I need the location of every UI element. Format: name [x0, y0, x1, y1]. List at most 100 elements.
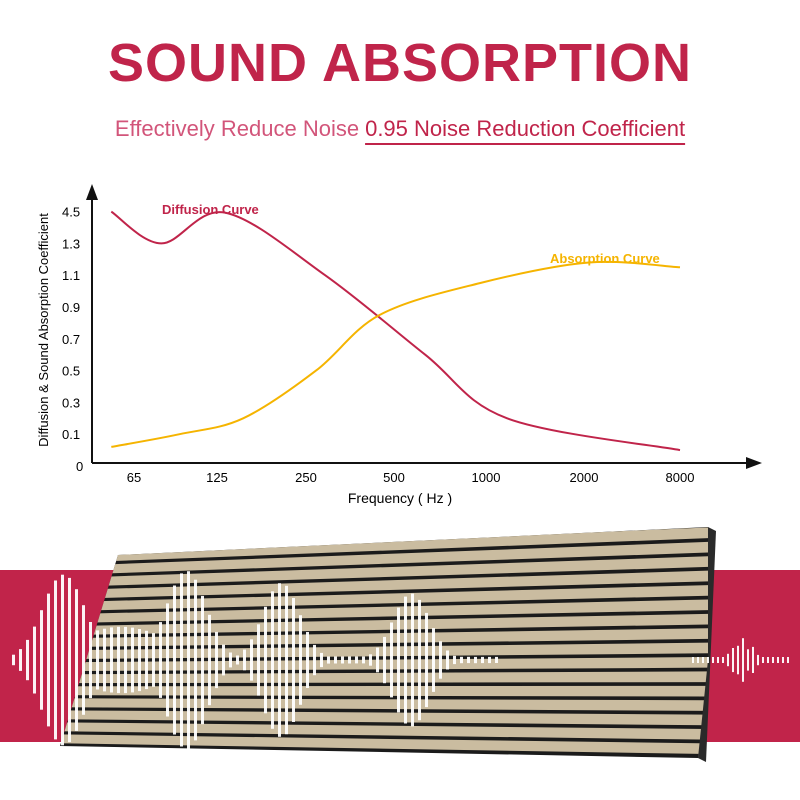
sound-wave-graphic: [12, 571, 498, 749]
absorption-curve: [111, 260, 681, 448]
wave-bar: [481, 656, 484, 664]
page-title: SOUND ABSORPTION: [107, 33, 693, 93]
wave-bar: [243, 649, 246, 671]
wave-bar: [117, 626, 120, 694]
sound-wave-graphic-right: [692, 638, 789, 682]
wave-bar: [383, 636, 386, 684]
wave-bar: [495, 656, 498, 663]
wave-bar: [474, 656, 477, 664]
wave-bar: [194, 579, 197, 741]
chart: 0 0.1 0.3 0.5 0.7 0.9 1.1 1.3 4.5 65 125 250 500 100…: [36, 184, 762, 506]
wave-bar: [292, 598, 295, 722]
subtitle-lead: Effectively Reduce Noise: [114, 116, 360, 141]
subtitle-highlight: 0.95 Noise Reduction Coefficient: [365, 116, 686, 141]
wave-bar: [26, 639, 29, 681]
wave-bar: [702, 657, 704, 663]
y-tick-label: 0.7: [62, 332, 80, 347]
y-tick-label: 4.5: [62, 205, 80, 220]
wave-bar: [306, 632, 309, 688]
y-tick-label: 1.1: [62, 268, 80, 283]
wave-bar: [727, 653, 729, 667]
wave-bar: [40, 610, 43, 710]
wave-bar: [124, 626, 127, 694]
wave-bar: [82, 605, 85, 715]
wave-bar: [138, 629, 141, 692]
panel-slat: [60, 541, 708, 576]
wave-bar: [446, 650, 449, 670]
wave-bar: [250, 639, 253, 681]
wave-bar: [707, 657, 709, 663]
absorption-curve-label: Absorption Curve: [550, 251, 660, 266]
x-tick-label: 1000: [472, 470, 501, 485]
wave-bar: [54, 580, 57, 740]
wave-bar: [732, 648, 734, 673]
wave-bar: [159, 622, 162, 698]
wave-bar: [722, 657, 724, 663]
x-axis-label: Frequency ( Hz ): [348, 490, 452, 506]
wave-bar: [762, 657, 764, 663]
wave-bar: [222, 644, 225, 676]
wave-bar: [278, 583, 281, 737]
wave-bar: [110, 627, 113, 693]
panel-slat: [60, 710, 708, 726]
wave-bar: [320, 652, 323, 668]
wave-bar: [131, 627, 134, 693]
acoustic-panel-illustration: [0, 527, 800, 762]
wave-bar: [697, 657, 699, 663]
wave-bar: [369, 654, 372, 666]
wave-bar: [145, 630, 148, 690]
wave-bar: [215, 631, 218, 689]
wave-bar: [757, 654, 759, 666]
wave-bar: [432, 628, 435, 692]
wave-bar: [362, 656, 365, 664]
panel-slat: [60, 584, 708, 612]
y-axis-arrow: [86, 184, 98, 200]
wave-bar: [717, 657, 719, 663]
wave-bar: [404, 596, 407, 724]
y-tick-label: 0.3: [62, 395, 80, 410]
wave-bar: [327, 656, 330, 664]
wave-bar: [152, 633, 155, 687]
wave-bar: [236, 655, 239, 665]
wave-bar: [411, 593, 414, 727]
wave-bar: [12, 654, 15, 666]
wave-bar: [173, 585, 176, 735]
wave-bar: [180, 573, 183, 747]
wave-bar: [425, 612, 428, 708]
wave-bar: [355, 656, 358, 664]
wave-bar: [453, 655, 456, 665]
wave-bar: [737, 645, 739, 675]
x-tick-label: 500: [383, 470, 405, 485]
wave-bar: [75, 589, 78, 731]
diffusion-curve-label: Diffusion Curve: [162, 202, 259, 217]
x-tick-label: 250: [295, 470, 317, 485]
y-tick-labels: 0 0.1 0.3 0.5 0.7 0.9 1.1 1.3 4.5: [62, 205, 83, 474]
wave-bar: [488, 656, 491, 664]
wave-bar: [187, 571, 190, 749]
wave-bar: [68, 577, 71, 743]
wave-bar: [19, 649, 22, 671]
wave-bar: [103, 628, 106, 692]
x-tick-label: 65: [127, 470, 141, 485]
wave-bar: [47, 593, 50, 727]
panel-slats: [60, 527, 708, 755]
x-tick-label: 8000: [666, 470, 695, 485]
wave-bar: [257, 624, 260, 696]
y-tick-label: 0.5: [62, 364, 80, 379]
wave-bar: [460, 656, 463, 664]
wave-bar: [390, 622, 393, 698]
wave-bar: [712, 657, 714, 663]
wave-bar: [439, 641, 442, 679]
subtitle: Effectively Reduce Noise 0.95 Noise Reduc…: [0, 114, 800, 144]
wave-bar: [397, 607, 400, 713]
y-axis-label: Diffusion & Sound Absorption Coefficient: [36, 213, 51, 447]
x-tick-label: 2000: [570, 470, 599, 485]
wave-bar: [33, 626, 36, 694]
wave-bar: [752, 646, 754, 673]
wave-bar: [285, 585, 288, 735]
wave-bar: [271, 591, 274, 729]
y-axis: [86, 184, 98, 463]
wave-bar: [467, 656, 470, 664]
x-axis: [92, 457, 762, 469]
panel-slat: [60, 570, 708, 600]
